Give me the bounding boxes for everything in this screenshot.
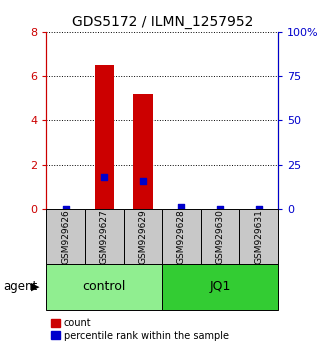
Legend: count, percentile rank within the sample: count, percentile rank within the sample: [51, 318, 229, 341]
Title: GDS5172 / ILMN_1257952: GDS5172 / ILMN_1257952: [71, 16, 253, 29]
Text: GSM929628: GSM929628: [177, 209, 186, 264]
Bar: [46, 264, 162, 310]
Point: [256, 206, 261, 212]
Bar: [162, 264, 278, 310]
Text: JQ1: JQ1: [210, 280, 231, 293]
Bar: [201, 209, 239, 264]
Bar: [133, 94, 153, 209]
Text: GSM929627: GSM929627: [100, 209, 109, 264]
Bar: [239, 209, 278, 264]
Point: [63, 206, 68, 212]
Text: GSM929629: GSM929629: [138, 209, 147, 264]
Text: GSM929626: GSM929626: [61, 209, 70, 264]
Point: [179, 204, 184, 210]
Text: GSM929630: GSM929630: [215, 209, 225, 264]
Point: [140, 178, 146, 183]
Text: ▶: ▶: [31, 282, 40, 292]
Text: agent: agent: [3, 280, 37, 293]
Bar: [95, 65, 114, 209]
Bar: [123, 209, 162, 264]
Text: control: control: [82, 280, 126, 293]
Text: GSM929631: GSM929631: [254, 209, 263, 264]
Point: [217, 206, 223, 212]
Bar: [162, 209, 201, 264]
Point: [102, 174, 107, 180]
Bar: [85, 209, 123, 264]
Bar: [46, 209, 85, 264]
